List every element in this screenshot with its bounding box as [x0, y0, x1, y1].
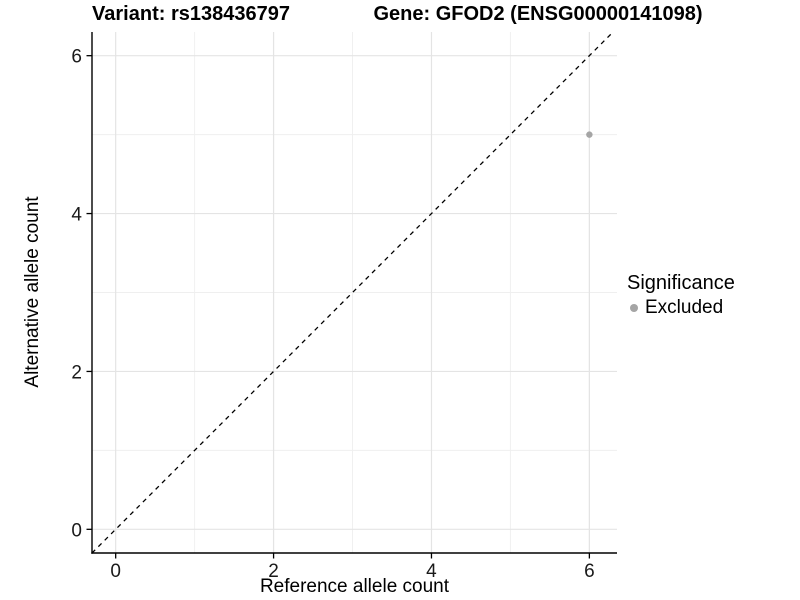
legend-entry-label: Excluded — [645, 297, 724, 318]
y-tick-label: 2 — [71, 362, 82, 383]
x-tick-label: 6 — [584, 561, 595, 582]
x-tick-label: 4 — [426, 561, 437, 582]
y-axis-title: Alternative allele count — [22, 196, 43, 388]
y-tick-label: 4 — [71, 205, 82, 226]
x-axis-title: Reference allele count — [259, 576, 450, 597]
identity-dashed-line — [91, 31, 614, 554]
legend-entry-excluded: Excluded — [627, 297, 735, 319]
y-tick-label: 6 — [71, 47, 82, 68]
legend: Significance Excluded — [627, 271, 735, 319]
x-tick-label: 0 — [110, 561, 121, 582]
plot-title-gene: Gene: GFOD2 (ENSG00000141098) — [373, 3, 703, 25]
plot-title-variant: Variant: rs138436797 — [92, 3, 290, 25]
x-tick-label: 2 — [268, 561, 279, 582]
data-point — [586, 131, 593, 138]
legend-key-dot — [630, 304, 638, 312]
y-tick-label: 0 — [71, 520, 82, 541]
legend-title: Significance — [627, 272, 735, 294]
